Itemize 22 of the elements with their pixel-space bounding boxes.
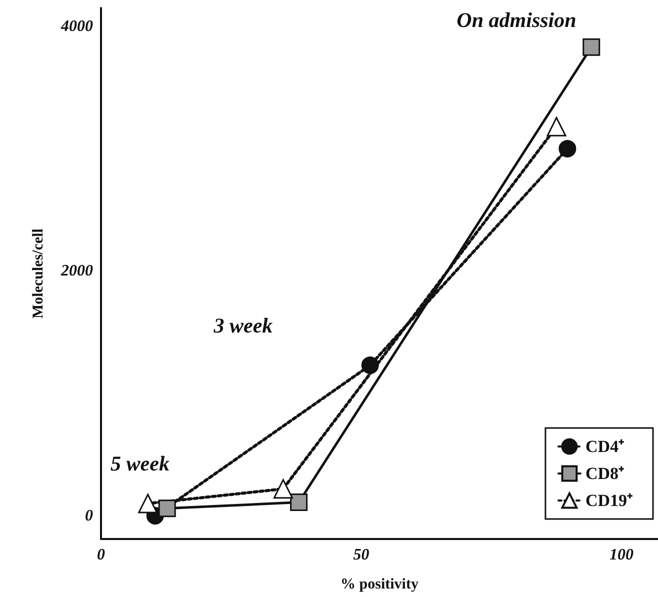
point — [290, 494, 308, 512]
point — [361, 356, 379, 374]
x-tick-label: 100 — [610, 546, 634, 564]
y-tick-label: 4000 — [60, 18, 93, 35]
x-tick-label: 50 — [353, 546, 370, 564]
point — [546, 116, 566, 136]
legend-label: CD19⁺ — [585, 491, 634, 510]
legend-label: CD8⁺ — [585, 464, 625, 483]
point — [558, 140, 576, 158]
point — [158, 500, 176, 518]
y-tick-label: 0 — [85, 507, 93, 524]
annotation: 5 week — [110, 452, 170, 476]
annotation: On admission — [456, 8, 576, 32]
point — [273, 479, 293, 499]
annotation: 3 week — [212, 313, 274, 338]
point — [138, 494, 158, 514]
y-tick-label: 2000 — [60, 262, 93, 280]
y-axis-title: Molecules/cell — [30, 228, 46, 318]
point — [582, 38, 600, 56]
x-axis-title: % positivity — [340, 576, 419, 592]
x-tick-label: 0 — [97, 546, 105, 564]
legend-label: CD4⁺ — [585, 437, 625, 456]
